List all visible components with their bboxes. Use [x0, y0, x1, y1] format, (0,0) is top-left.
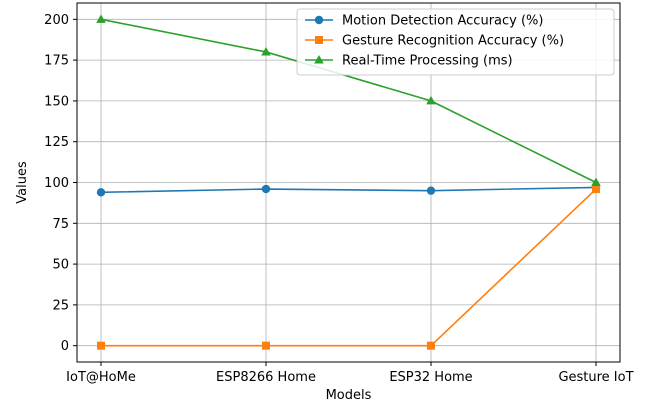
data-point	[426, 186, 436, 195]
series-2	[96, 14, 601, 186]
data-point	[426, 95, 436, 105]
data-point	[591, 177, 601, 186]
y-tick-label: 100	[44, 176, 69, 191]
series-1	[97, 185, 600, 350]
legend-item: Gesture Recognition Accuracy (%)	[305, 34, 564, 49]
axis-ticks: IoT@HoMe ESP8266 Home ESP32 Home Gesture Io…	[44, 13, 633, 385]
series-line	[100, 18, 597, 184]
y-tick-label: 150	[44, 94, 69, 109]
x-tick-label: Gesture IoT	[558, 370, 633, 385]
x-axis-label: Models	[326, 388, 372, 403]
y-tick-label: 175	[44, 54, 69, 69]
legend-box	[296, 8, 615, 76]
legend-label: Motion Detection Accuracy (%)	[342, 14, 543, 29]
y-tick-label: 75	[52, 217, 69, 232]
data-point	[427, 341, 435, 350]
legend-marker	[314, 15, 324, 25]
x-tick-label: ESP8266 Home	[216, 370, 316, 385]
y-tick-label: 0	[61, 339, 69, 354]
data-point	[261, 184, 271, 194]
data-point	[262, 341, 270, 350]
legend-marker	[315, 36, 323, 44]
data-point	[592, 185, 600, 194]
series-line	[100, 186, 597, 194]
x-tick-label: IoT@HoMe	[66, 370, 136, 385]
y-tick-label: 25	[52, 298, 69, 313]
legend-label: Real-Time Processing (ms)	[342, 54, 513, 69]
y-tick-label: 200	[44, 13, 69, 28]
legend: Motion Detection Accuracy (%) Gesture Rec…	[296, 8, 615, 76]
legend-item: Real-Time Processing (ms)	[305, 54, 513, 69]
legend-label: Gesture Recognition Accuracy (%)	[342, 34, 564, 49]
x-tick-label: ESP32 Home	[389, 370, 472, 385]
y-axis-label: Values	[15, 161, 30, 204]
series-lines	[96, 14, 601, 350]
legend-item: Motion Detection Accuracy (%)	[305, 14, 543, 29]
series-0	[96, 183, 601, 197]
data-point	[96, 14, 106, 23]
data-point	[97, 341, 105, 350]
y-tick-label: 50	[52, 258, 69, 273]
data-point	[261, 46, 271, 56]
series-line	[101, 188, 597, 347]
y-tick-label: 125	[44, 135, 69, 150]
data-point	[96, 188, 106, 197]
legend-marker	[314, 55, 324, 64]
